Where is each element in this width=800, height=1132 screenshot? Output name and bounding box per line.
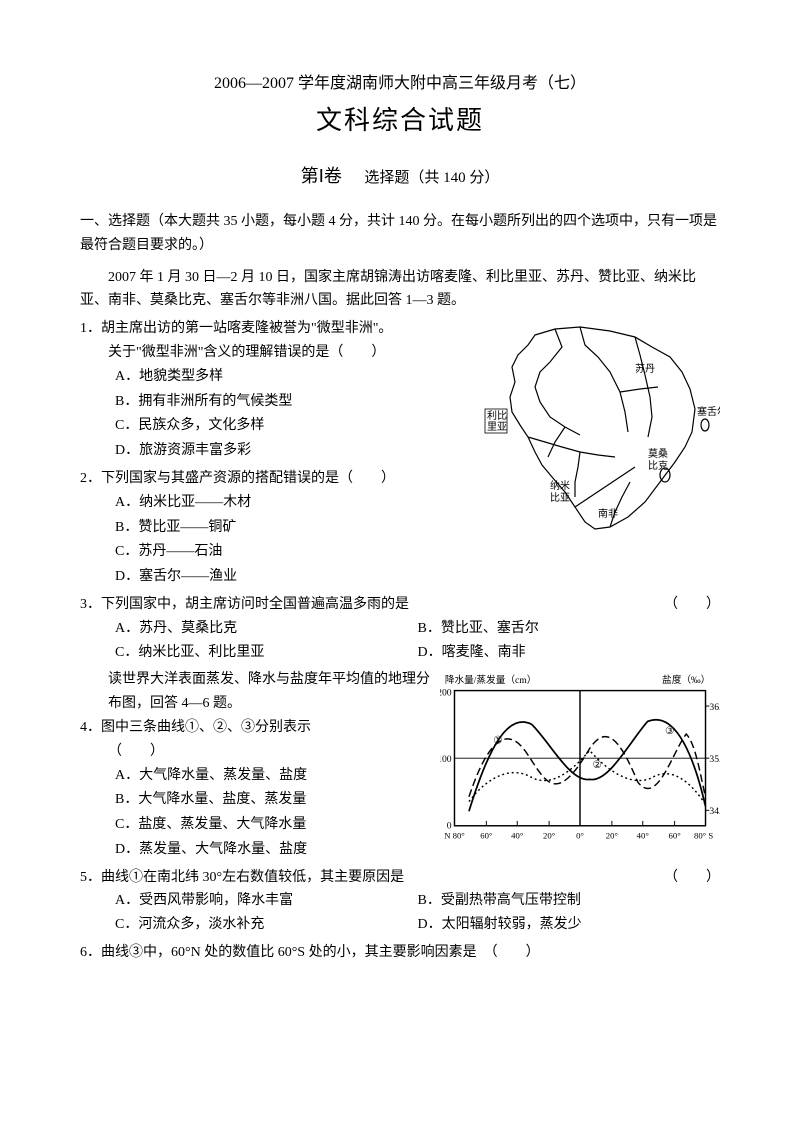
curve-1 [469, 734, 706, 797]
q6: 6．曲线③中，60°N 处的数值比 60°S 处的小，其主要影响因素是 （ ） [80, 941, 720, 965]
svg-text:0°: 0° [576, 831, 584, 841]
svg-text:20°: 20° [543, 831, 556, 841]
q5-num: 5． [80, 870, 101, 885]
q4-paren: （ ） [80, 740, 440, 764]
q4-opt-d: D．蒸发量、大气降水量、盐度 [115, 838, 440, 862]
q4-opt-b: B．大气降水量、盐度、蒸发量 [115, 788, 440, 812]
label-namibia: 纳米 [550, 479, 570, 492]
curve-label-2: ② [593, 759, 603, 771]
svg-text:60°: 60° [480, 831, 493, 841]
q6-stem: 曲线③中，60°N 处的数值比 60°S 处的小，其主要影响因素是 （ ） [101, 945, 540, 960]
instructions-label: 一、选择题 [80, 214, 150, 229]
label-sudan: 苏丹 [635, 362, 655, 375]
q6-num: 6． [80, 945, 101, 960]
svg-text:100: 100 [440, 754, 452, 765]
header-line2: 文科综合试题 [80, 99, 720, 143]
q3-opt-a: A．苏丹、莫桑比克 [115, 617, 418, 641]
q2-opt-d: D．塞舌尔——渔业 [115, 565, 440, 589]
q5-opt-d: D．太阳辐射较弱，蒸发少 [418, 913, 721, 937]
q2: 2．下列国家与其盛产资源的搭配错误的是（ ） A．纳米比亚——木材 B．赞比亚—… [80, 467, 440, 589]
curve-label-3: ③ [665, 725, 675, 737]
q2-stem: 下列国家与其盛产资源的搭配错误的是（ ） [101, 471, 395, 486]
svg-text:34.0: 34.0 [709, 806, 720, 817]
svg-text:40°: 40° [637, 831, 650, 841]
instructions: 一、选择题（本大题共 35 小题，每小题 4 分，共计 140 分。在每小题所列… [80, 210, 720, 258]
q5: 5．曲线①在南北纬 30°左右数值较低，其主要原因是 （ ） A．受西风带影响，降… [80, 866, 720, 937]
q4-num: 4． [80, 720, 101, 735]
svg-text:35.0: 35.0 [709, 754, 720, 765]
context-2: 读世界大洋表面蒸发、降水与盐度年平均值的地理分布图，回答 4—6 题。 [80, 668, 440, 716]
q2-opt-b: B．赞比亚——铜矿 [115, 516, 440, 540]
q3-opt-c: C．纳米比亚、利比里亚 [115, 641, 418, 665]
section-num: 第Ⅰ卷 [301, 166, 342, 186]
q1-opt-b: B．拥有非洲所有的气候类型 [115, 390, 440, 414]
header-line1: 2006—2007 学年度湖南师大附中高三年级月考（七） [80, 70, 720, 97]
section-sub: 选择题（共 140 分） [364, 170, 499, 186]
q2-num: 2． [80, 471, 101, 486]
q5-opt-c: C．河流众多，淡水补充 [115, 913, 418, 937]
q1: 1．胡主席出访的第一站喀麦隆被誉为"微型非洲"。 关于"微型非洲"含义的理解错误… [80, 317, 440, 463]
svg-text:N 80°: N 80° [444, 831, 465, 841]
label-mozambique: 莫桑 [648, 448, 668, 460]
q1-num: 1． [80, 321, 101, 336]
q3-opt-b: B．赞比亚、塞舌尔 [418, 617, 721, 641]
label-south-africa: 南非 [598, 507, 618, 520]
svg-text:200: 200 [440, 688, 452, 699]
salinity-chart: 降水量/蒸发量（cm） 盐度（‰） 200 100 0 36.0 35.0 34… [440, 668, 720, 858]
curve-label-1: ① [493, 735, 503, 747]
label-seychelles: 塞舌尔 [697, 405, 720, 418]
context-1: 2007 年 1 月 30 日—2 月 10 日，国家主席胡锦涛出访喀麦隆、利比… [80, 266, 720, 314]
q4-stem: 图中三条曲线①、②、③分别表示 [101, 720, 311, 735]
svg-text:80° S: 80° S [694, 831, 713, 841]
chart-y-left-title: 降水量/蒸发量（cm） [445, 674, 537, 686]
chart-y-right-title: 盐度（‰） [662, 674, 710, 686]
q1-opt-d: D．旅游资源丰富多彩 [115, 439, 440, 463]
q3-paren: （ ） [660, 593, 720, 617]
q5-opt-a: A．受西风带影响，降水丰富 [115, 889, 418, 913]
svg-text:60°: 60° [669, 831, 682, 841]
context2-q4-block: 降水量/蒸发量（cm） 盐度（‰） 200 100 0 36.0 35.0 34… [80, 668, 720, 861]
svg-text:20°: 20° [606, 831, 619, 841]
svg-text:36.0: 36.0 [709, 702, 720, 713]
q1-q2-block: 苏丹 利比 里亚 塞舌尔 莫桑 比克 纳米 比亚 南非 1．胡主席出访的第一站喀… [80, 317, 720, 589]
q1-opt-c: C．民族众多，文化多样 [115, 414, 440, 438]
label-namibia2: 比亚 [550, 492, 570, 504]
q2-opt-c: C．苏丹——石油 [115, 540, 440, 564]
instructions-text: （本大题共 35 小题，每小题 4 分，共计 140 分。在每小题所列出的四个选… [80, 214, 717, 253]
label-liberia-1: 利比 [487, 410, 507, 422]
q4-opt-a: A．大气降水量、蒸发量、盐度 [115, 764, 440, 788]
q2-opt-a: A．纳米比亚——木材 [115, 491, 440, 515]
q5-paren: （ ） [660, 866, 720, 890]
q3-num: 3． [80, 597, 101, 612]
q5-opt-b: B．受副热带高气压带控制 [418, 889, 721, 913]
q5-stem: 曲线①在南北纬 30°左右数值较低，其主要原因是 [101, 870, 404, 885]
svg-text:40°: 40° [511, 831, 524, 841]
q1-opt-a: A．地貌类型多样 [115, 365, 440, 389]
q1-stem1: 胡主席出访的第一站喀麦隆被誉为"微型非洲"。 [101, 321, 392, 336]
q3-opt-d: D．喀麦隆、南非 [418, 641, 721, 665]
label-mozambique2: 比克 [648, 460, 668, 472]
africa-map: 苏丹 利比 里亚 塞舌尔 莫桑 比克 纳米 比亚 南非 [480, 317, 720, 537]
q4: 4．图中三条曲线①、②、③分别表示 （ ） A．大气降水量、蒸发量、盐度 B．大… [80, 716, 440, 862]
label-liberia-2: 里亚 [487, 421, 507, 433]
q3-stem: 下列国家中，胡主席访问时全国普遍高温多雨的是 [101, 597, 409, 612]
q3: 3．下列国家中，胡主席访问时全国普遍高温多雨的是 （ ） A．苏丹、莫桑比克 B．… [80, 593, 720, 664]
q1-stem2: 关于"微型非洲"含义的理解错误的是（ ） [80, 341, 440, 365]
section-title: 第Ⅰ卷 选择题（共 140 分） [80, 161, 720, 192]
q4-opt-c: C．盐度、蒸发量、大气降水量 [115, 813, 440, 837]
